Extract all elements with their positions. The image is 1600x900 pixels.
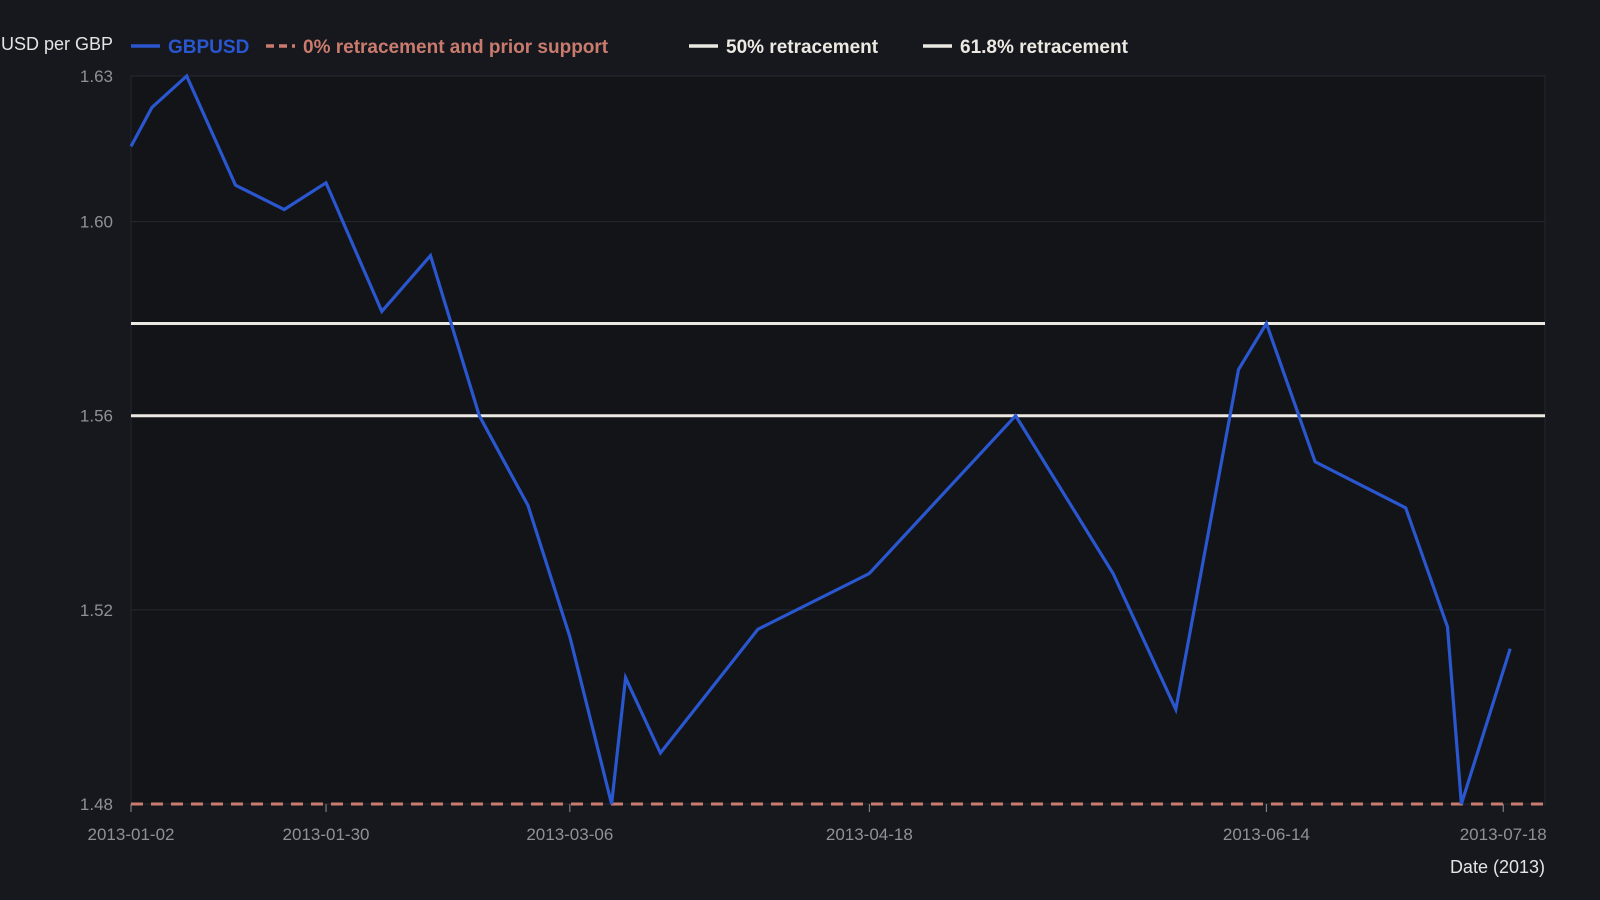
y-tick-label: 1.63: [80, 67, 113, 86]
y-tick-label: 1.48: [80, 795, 113, 814]
x-tick-label: 2013-01-02: [88, 825, 175, 844]
reference-lines: [131, 322, 1545, 806]
series-layer: [129, 73, 1512, 805]
y-tick-label: 1.52: [80, 601, 113, 620]
y-axis-label: USD per GBP: [1, 34, 113, 54]
plot-area: [130, 75, 1546, 805]
legend: GBPUSD 0% retracement and prior support 50…: [131, 37, 1129, 58]
gbpusd-line: [129, 73, 1512, 805]
y-tick-label: 1.56: [80, 407, 113, 426]
legend-label: 50% retracement: [726, 37, 879, 58]
x-axis-label: Date (2013): [1450, 857, 1545, 877]
x-tick-label: 2013-06-14: [1223, 825, 1310, 844]
x-tick-label: 2013-04-18: [826, 825, 913, 844]
legend-label: 61.8% retracement: [960, 37, 1129, 58]
x-tick-label: 2013-07-18: [1460, 825, 1547, 844]
x-tick-label: 2013-03-06: [526, 825, 613, 844]
axis-layer: 1.48 1.52 1.56 1.60 1.63 2013-01-02 2013-01-30…: [80, 67, 1547, 844]
legend-label: 0% retracement and prior support: [303, 37, 609, 58]
x-tick-label: 2013-01-30: [283, 825, 370, 844]
legend-label: GBPUSD: [168, 37, 249, 58]
y-tick-label: 1.60: [80, 213, 113, 232]
